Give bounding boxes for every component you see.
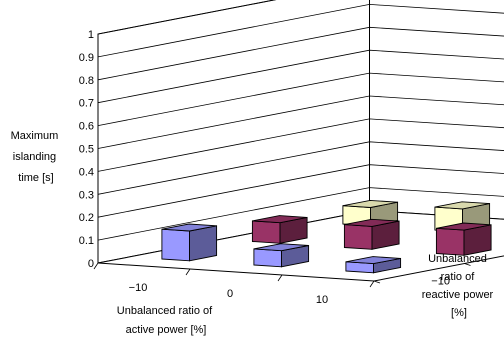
x-tick-mark	[93, 262, 99, 270]
z-tick-labels: 0 0.1 0.2 0.3 0.4 0.5 0.6 0.7 0.8 0.9 1	[79, 29, 94, 270]
y-axis-label-line: [%]	[451, 307, 467, 319]
bar-front-face	[253, 248, 282, 268]
y-axis-label-line: ratio of	[441, 271, 476, 283]
z-tick-label: 0.9	[79, 52, 94, 64]
gridline	[97, 0, 276, 35]
gridline	[97, 187, 504, 241]
bar	[251, 215, 308, 244]
x-tick-labels: −10 0 10	[129, 282, 328, 306]
z-axis-label: Maximum islanding time [s]	[11, 130, 62, 184]
bar-top-face	[252, 215, 308, 224]
z-tick-label: 1	[88, 29, 94, 41]
bar	[343, 218, 400, 250]
z-tick-label: 0.1	[79, 235, 94, 247]
bar	[161, 223, 218, 262]
gridline	[97, 141, 504, 195]
bar-front-face	[251, 220, 281, 244]
x-tick-label: 0	[227, 288, 233, 300]
bars	[161, 199, 492, 274]
bar-front-face	[435, 227, 465, 256]
bar-top-face	[253, 243, 309, 252]
bar	[435, 222, 492, 256]
x-tick-label: −10	[129, 282, 148, 294]
z-tick-label: 0.2	[79, 212, 94, 224]
y-axis-label-line: Unbalanced	[428, 253, 487, 265]
x-axis-label: Unbalanced ratio of active power [%]	[117, 305, 215, 336]
gridline	[97, 49, 504, 104]
gridline	[97, 118, 504, 172]
gridline	[97, 26, 504, 81]
back-wall	[369, 0, 504, 220]
y-axis-label: Unbalanced ratio of reactive power [%]	[422, 253, 497, 319]
y-axis-label-line: reactive power	[422, 289, 494, 301]
x-axis-label-line: active power [%]	[126, 324, 207, 336]
x-tick-label: 10	[316, 294, 328, 306]
z-tick-label: 0	[88, 258, 94, 270]
z-tick-label: 0.7	[79, 98, 94, 110]
y-tick-label: −10	[431, 275, 450, 287]
x-tick-mark	[185, 268, 191, 276]
gridline	[97, 95, 504, 149]
z-axis-label-line: islanding	[13, 151, 56, 163]
z-tick-label: 0.8	[79, 75, 94, 87]
y-tick-mark	[464, 263, 471, 266]
bar	[253, 243, 310, 268]
z-tick-label: 0.6	[79, 121, 94, 133]
gridlines	[93, 0, 504, 288]
bar-front-face	[161, 228, 190, 262]
bar-front-face	[343, 224, 373, 250]
bar-top-face	[161, 223, 217, 232]
bar-top-face	[436, 222, 492, 231]
z-tick-label: 0.3	[79, 189, 94, 201]
x-tick-mark	[277, 274, 283, 282]
bar-top-face	[344, 218, 400, 227]
x-tick-mark	[369, 280, 375, 288]
y-tick-mark	[373, 280, 381, 284]
gridline	[97, 164, 504, 218]
z-tick-label: 0.5	[79, 144, 94, 156]
gridline	[97, 3, 504, 58]
bar-top-face	[434, 201, 490, 210]
bar-top-face	[345, 256, 401, 265]
bar	[345, 256, 402, 274]
x-axis-label-line: Unbalanced ratio of	[117, 305, 213, 317]
z-axis-label-line: time [s]	[18, 172, 53, 184]
gridline	[97, 72, 504, 126]
z-axis-label-line: Maximum	[11, 130, 59, 142]
bar-top-face	[342, 199, 398, 208]
bar-side-face	[189, 225, 218, 262]
z-tick-label: 0.4	[79, 166, 94, 178]
